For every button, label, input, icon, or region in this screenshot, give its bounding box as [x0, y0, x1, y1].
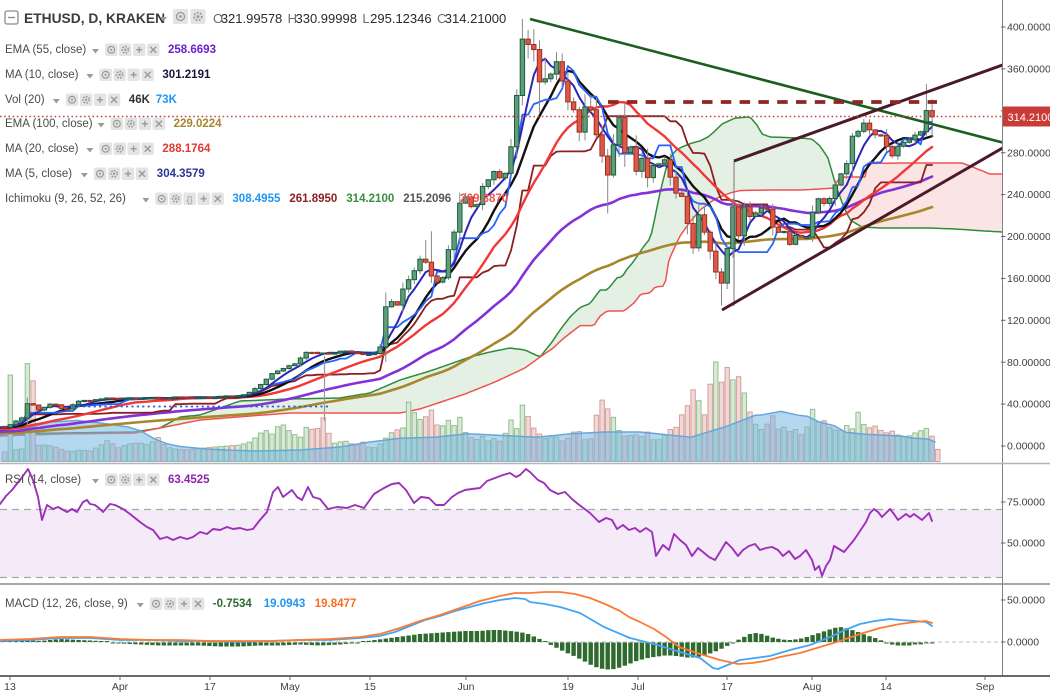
svg-text:O: O	[213, 11, 223, 26]
svg-text:0.0000: 0.0000	[1007, 637, 1039, 649]
svg-text:215.2096: 215.2096	[403, 193, 451, 205]
svg-text:50.0000: 50.0000	[1007, 595, 1045, 607]
svg-text:314.21000: 314.21000	[445, 11, 506, 26]
svg-text:280.00000: 280.00000	[1007, 147, 1050, 159]
svg-text:Apr: Apr	[112, 681, 129, 693]
svg-text:Jun: Jun	[458, 681, 475, 693]
svg-text:15: 15	[364, 681, 376, 693]
svg-text:Aug: Aug	[803, 681, 822, 693]
svg-text:330.99998: 330.99998	[295, 11, 356, 26]
svg-text:0.00000: 0.00000	[1007, 441, 1045, 453]
svg-text:Sep: Sep	[976, 681, 995, 693]
svg-text:321.99578: 321.99578	[221, 11, 282, 26]
svg-text:C: C	[437, 11, 446, 26]
svg-text:EMA (100, close): EMA (100, close)	[5, 118, 93, 130]
svg-text:H: H	[288, 11, 297, 26]
svg-text:Vol (20): Vol (20)	[5, 94, 45, 106]
svg-text:17: 17	[204, 681, 216, 693]
svg-text:{}: {}	[187, 194, 193, 204]
svg-text:269.8870: 269.8870	[460, 193, 508, 205]
svg-text:73K: 73K	[156, 94, 178, 106]
svg-text:19.0943: 19.0943	[264, 598, 306, 610]
svg-text:19: 19	[562, 681, 574, 693]
svg-text:19.8477: 19.8477	[315, 598, 357, 610]
svg-text:-0.7534: -0.7534	[213, 598, 253, 610]
svg-text:261.8950: 261.8950	[289, 193, 337, 205]
svg-text:304.3579: 304.3579	[157, 168, 205, 180]
svg-text:120.00000: 120.00000	[1007, 315, 1050, 327]
svg-text:314.2100: 314.2100	[346, 193, 394, 205]
svg-text:240.00000: 240.00000	[1007, 189, 1050, 201]
svg-text:MACD (12, 26, close, 9): MACD (12, 26, close, 9)	[5, 598, 128, 610]
svg-text:258.6693: 258.6693	[168, 44, 216, 56]
svg-text:160.00000: 160.00000	[1007, 273, 1050, 285]
svg-text:L: L	[362, 11, 369, 26]
svg-text:40.00000: 40.00000	[1007, 399, 1050, 411]
svg-text:RSI (14, close): RSI (14, close)	[5, 474, 81, 486]
svg-text:200.00000: 200.00000	[1007, 231, 1050, 243]
svg-text:13: 13	[4, 681, 16, 693]
svg-text:63.4525: 63.4525	[168, 474, 210, 486]
svg-text:308.4955: 308.4955	[232, 193, 281, 205]
svg-text:295.12346: 295.12346	[370, 11, 431, 26]
svg-text:MA (10, close): MA (10, close)	[5, 69, 79, 81]
svg-text:14: 14	[880, 681, 892, 693]
svg-text:80.00000: 80.00000	[1007, 357, 1050, 369]
svg-text:MA (20, close): MA (20, close)	[5, 143, 79, 155]
svg-text:360.00000: 360.00000	[1007, 64, 1050, 76]
svg-text:May: May	[280, 681, 301, 693]
svg-text:229.0224: 229.0224	[174, 118, 223, 130]
svg-text:75.0000: 75.0000	[1007, 497, 1045, 509]
svg-text:17: 17	[721, 681, 733, 693]
svg-text:Ichimoku (9, 26, 52, 26): Ichimoku (9, 26, 52, 26)	[5, 193, 126, 205]
svg-text:MA (5, close): MA (5, close)	[5, 168, 72, 180]
svg-text:314.21000: 314.21000	[1008, 112, 1050, 124]
svg-text:400.00000: 400.00000	[1007, 22, 1050, 34]
svg-text:ETHUSD, D, KRAKEN: ETHUSD, D, KRAKEN	[24, 11, 165, 26]
svg-text:EMA (55, close): EMA (55, close)	[5, 44, 86, 56]
svg-text:50.0000: 50.0000	[1007, 538, 1045, 550]
svg-text:46K: 46K	[129, 94, 151, 106]
svg-text:Jul: Jul	[631, 681, 644, 693]
svg-text:301.2191: 301.2191	[162, 69, 211, 81]
svg-text:288.1764: 288.1764	[162, 143, 211, 155]
